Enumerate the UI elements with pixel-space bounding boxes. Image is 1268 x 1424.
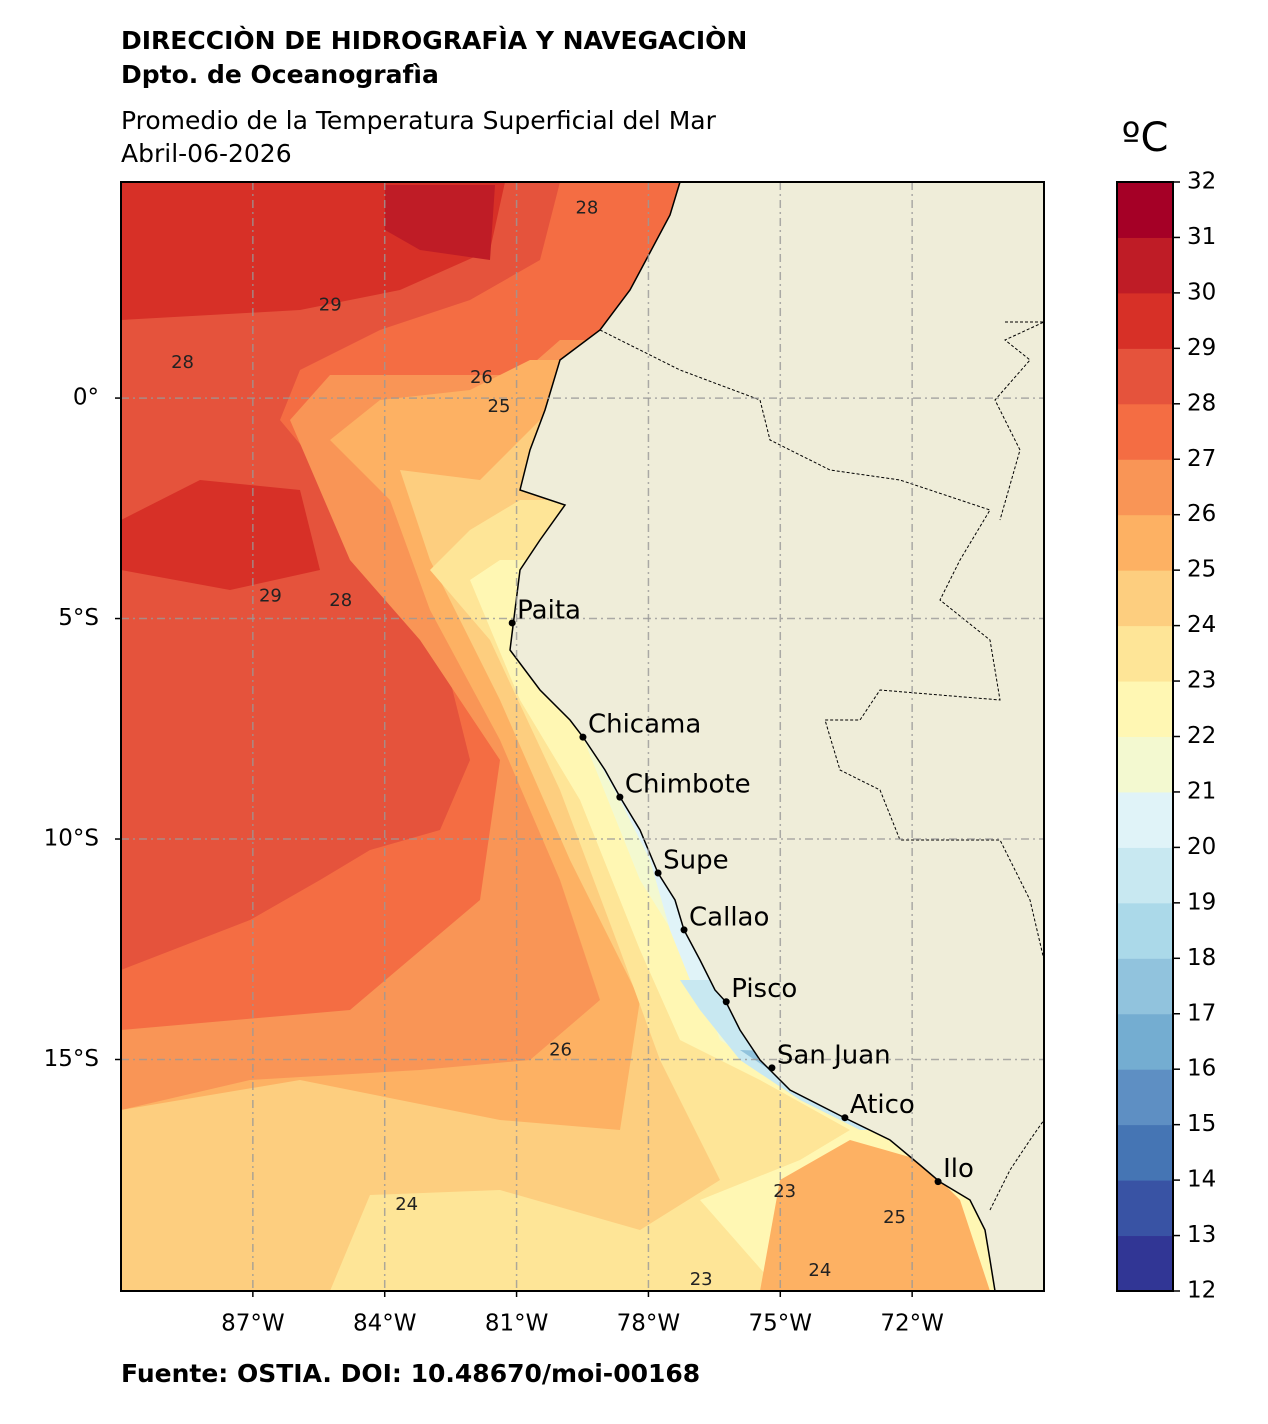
colorbar-tick-label: 17: [1187, 1000, 1216, 1026]
city-marker: [616, 793, 624, 801]
colorbar-tick-label: 25: [1187, 557, 1216, 583]
city-label: Callao: [689, 902, 769, 932]
subtitle: Promedio de la Temperatura Superficial d…: [121, 106, 717, 135]
colorbar-swatch: [1117, 403, 1173, 460]
colorbar-swatch: [1117, 570, 1173, 627]
colorbar-tick-label: 20: [1187, 834, 1216, 860]
colorbar-swatch: [1117, 182, 1173, 238]
contour-label: 23: [773, 1181, 796, 1202]
contour-label: 28: [329, 590, 352, 611]
colorbar-tick-label: 26: [1187, 501, 1216, 527]
colorbar-swatch: [1117, 348, 1173, 405]
date: Abril-06-2026: [121, 139, 292, 168]
colorbar-tick-label: 23: [1187, 668, 1216, 694]
y-tick-label: 15°S: [44, 1046, 99, 1072]
city-marker: [841, 1114, 849, 1122]
colorbar-swatch: [1117, 736, 1173, 793]
colorbar-tick-label: 13: [1187, 1222, 1216, 1248]
colorbar-swatch: [1117, 625, 1173, 682]
city-label: Ilo: [943, 1154, 974, 1184]
colorbar-tick-label: 16: [1187, 1056, 1216, 1082]
colorbar-tick-label: 32: [1187, 169, 1216, 195]
city-label: Paita: [517, 595, 581, 625]
city-marker: [768, 1064, 776, 1072]
contour-label: 25: [883, 1207, 906, 1228]
city-label: Pisco: [731, 974, 797, 1004]
x-tick-label: 78°W: [617, 1311, 681, 1337]
colorbar-swatch: [1117, 681, 1173, 737]
city-label: Chimbote: [625, 770, 751, 800]
colorbar-swatch: [1117, 847, 1173, 904]
y-tick-label: 5°S: [58, 605, 99, 631]
x-tick-label: 84°W: [353, 1311, 417, 1337]
contour-label: 26: [470, 367, 493, 388]
x-tick-label: 81°W: [485, 1311, 549, 1337]
contour-label: 29: [259, 585, 282, 606]
x-tick-label: 75°W: [749, 1311, 813, 1337]
colorbar-tick-label: 15: [1187, 1111, 1216, 1137]
contour-label: 29: [319, 294, 342, 315]
city-label: San Juan: [777, 1040, 891, 1070]
city-label: Chicama: [588, 710, 701, 740]
colorbar-tick-label: 31: [1187, 224, 1216, 250]
colorbar-tick-label: 29: [1187, 335, 1216, 361]
colorbar-tick-label: 12: [1187, 1278, 1216, 1304]
colorbar-tick-label: 18: [1187, 945, 1216, 971]
colorbar-swatch: [1117, 292, 1173, 349]
contour-label: 23: [690, 1269, 713, 1290]
colorbar-swatch: [1117, 237, 1173, 294]
contour-label: 28: [575, 197, 598, 218]
colorbar-tick-label: 30: [1187, 279, 1216, 305]
colorbar-swatch: [1117, 1235, 1173, 1292]
y-tick-label: 10°S: [44, 826, 99, 852]
y-tick-label: 0°: [73, 385, 99, 411]
contour-label: 28: [171, 352, 194, 373]
colorbar-tick-label: 24: [1187, 612, 1216, 638]
x-tick-label: 72°W: [880, 1311, 944, 1337]
contour-label: 25: [488, 396, 511, 417]
city-marker: [508, 619, 516, 627]
city-label: Atico: [850, 1090, 915, 1120]
city-marker: [579, 733, 587, 741]
contour-label: 24: [395, 1194, 418, 1215]
colorbar-label: ºC: [1122, 115, 1169, 161]
city-marker: [680, 926, 688, 934]
city-marker: [654, 869, 662, 877]
colorbar-swatch: [1117, 791, 1173, 848]
city-label: Supe: [663, 845, 728, 875]
x-tick-label: 87°W: [221, 1311, 285, 1337]
contour-label: 24: [808, 1260, 831, 1281]
colorbar-tick-label: 22: [1187, 723, 1216, 749]
colorbar-swatch: [1117, 958, 1173, 1015]
city-marker: [934, 1178, 942, 1186]
department: Dpto. de Oceanografìa: [121, 60, 439, 89]
colorbar-swatch: [1117, 1124, 1173, 1181]
colorbar-swatch: [1117, 902, 1173, 959]
colorbar-tick-label: 27: [1187, 446, 1216, 472]
colorbar-swatch: [1117, 1069, 1173, 1126]
sst-field: [121, 182, 1044, 1291]
city-marker: [722, 998, 730, 1006]
colorbar-tick-label: 28: [1187, 390, 1216, 416]
map-frame: [120, 181, 1045, 1292]
colorbar-swatch: [1117, 1013, 1173, 1070]
colorbar-swatch: [1117, 514, 1173, 571]
source: Fuente: OSTIA. DOI: 10.48670/moi-00168: [121, 1359, 700, 1388]
contour-label: 26: [549, 1040, 572, 1061]
colorbar-swatch: [1117, 1180, 1173, 1237]
colorbar-tick-label: 21: [1187, 778, 1216, 804]
colorbar-tick-label: 19: [1187, 889, 1216, 915]
colorbar-swatch: [1117, 459, 1173, 516]
colorbar-tick-label: 14: [1187, 1167, 1216, 1193]
title: DIRECCIÒN DE HIDROGRAFÌA Y NAVEGACIÒN: [121, 25, 747, 55]
